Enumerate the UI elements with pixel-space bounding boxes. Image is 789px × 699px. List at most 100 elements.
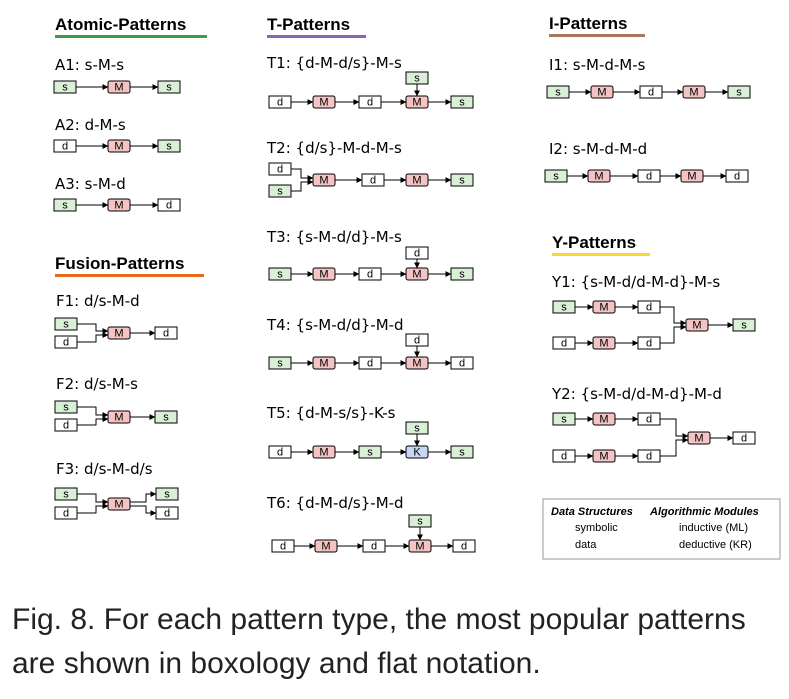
deductive-module-box-letter: K (413, 447, 421, 459)
data-box-letter: d (277, 97, 283, 109)
flow-arrow (291, 168, 314, 181)
inductive-module-box-letter: M (694, 433, 703, 445)
data-box-letter: d (63, 420, 69, 432)
data-box-letter: d (166, 200, 172, 212)
symbolic-box-letter: s (459, 175, 465, 187)
legend-data-label: data (575, 539, 597, 551)
inductive-module-box-letter: M (114, 412, 123, 424)
pattern-label-t2: T2: {d/s}-M-d-M-s (266, 139, 402, 157)
data-box-letter: d (734, 171, 740, 183)
flow-arrow (660, 324, 687, 344)
inductive-module-box-letter: M (412, 358, 421, 370)
symbolic-box-letter: s (459, 97, 465, 109)
inductive-module-box-letter: M (599, 414, 608, 426)
data-box-letter: d (367, 269, 373, 281)
flow-arrow (77, 503, 109, 514)
inductive-module-box-letter: M (114, 200, 123, 212)
data-box-letter: d (370, 175, 376, 187)
symbolic-box-letter: s (277, 269, 283, 281)
pattern-label-f1: F1: d/s-M-d (56, 292, 140, 310)
pattern-label-f3: F3: d/s-M-d/s (56, 460, 153, 478)
symbolic-box-letter: s (277, 358, 283, 370)
inductive-module-box-letter: M (599, 338, 608, 350)
symbolic-box-letter: s (741, 320, 747, 332)
symbolic-box-letter: s (561, 414, 567, 426)
inductive-module-box-letter: M (599, 451, 608, 463)
data-box-letter: d (741, 433, 747, 445)
data-box-letter: d (648, 87, 654, 99)
pattern-label-y1: Y1: {s-M-d/d-M-d}-M-s (551, 273, 720, 291)
symbolic-box-letter: s (63, 402, 69, 414)
data-box-letter: d (164, 508, 170, 520)
legend-data-structures-heading: Data Structures (551, 506, 633, 518)
y-patterns-heading: Y-Patterns (552, 233, 636, 252)
symbolic-box-letter: s (553, 171, 559, 183)
pattern-label-a2: A2: d-M-s (55, 116, 126, 134)
flow-arrow (130, 505, 157, 516)
pattern-label-y2: Y2: {s-M-d/d-M-d}-M-d (551, 385, 722, 403)
pattern-label-i2: I2: s-M-d-M-d (549, 140, 647, 158)
inductive-module-box-letter: M (114, 499, 123, 511)
inductive-module-box-letter: M (597, 87, 606, 99)
atomic-patterns-heading: Atomic-Patterns (55, 15, 186, 34)
flow-arrow (660, 306, 687, 326)
inductive-module-box-letter: M (415, 541, 424, 553)
inductive-module-box-letter: M (594, 171, 603, 183)
data-box-letter: d (277, 164, 283, 176)
data-box-letter: d (561, 338, 567, 350)
symbolic-box-letter: s (414, 423, 420, 435)
t-underline (267, 35, 366, 38)
legend-algorithmic-modules-heading: Algorithmic Modules (649, 506, 759, 518)
flow-arrow (77, 332, 109, 343)
symbolic-box-letter: s (459, 447, 465, 459)
flow-arrow (660, 437, 689, 457)
flow-arrow (77, 493, 109, 505)
legend-inductive-label: inductive (ML) (679, 522, 748, 534)
pattern-label-t4: T4: {s-M-d/d}-M-d (266, 316, 404, 334)
symbolic-box-letter: s (414, 73, 420, 85)
fusion-patterns-heading: Fusion-Patterns (55, 254, 184, 273)
inductive-module-box-letter: M (412, 175, 421, 187)
flow-arrow (660, 418, 689, 439)
symbolic-box-letter: s (367, 447, 373, 459)
data-box-letter: d (414, 248, 420, 260)
inductive-module-box-letter: M (319, 97, 328, 109)
symbolic-box-letter: s (417, 516, 423, 528)
data-box-letter: d (63, 508, 69, 520)
pattern-label-i1: I1: s-M-d-M-s (549, 56, 646, 74)
data-box-letter: d (561, 451, 567, 463)
data-box-letter: d (280, 541, 286, 553)
inductive-module-box-letter: M (599, 302, 608, 314)
inductive-module-box-letter: M (319, 358, 328, 370)
symbolic-box-letter: s (62, 82, 68, 94)
data-box-letter: d (62, 141, 68, 153)
pattern-label-t6: T6: {d-M-d/s}-M-d (266, 494, 404, 512)
data-box-letter: d (367, 97, 373, 109)
inductive-module-box-letter: M (687, 171, 696, 183)
data-box-letter: d (646, 338, 652, 350)
pattern-label-t5: T5: {d-M-s/s}-K-s (266, 404, 396, 422)
boxology-diagram: Atomic-Patterns T-Patterns I-Patterns Fu… (53, 14, 781, 560)
figure-caption: Fig. 8. For each pattern type, the most … (12, 603, 746, 680)
data-box-letter: d (646, 302, 652, 314)
legend-frame (542, 498, 781, 560)
inductive-module-box-letter: M (412, 97, 421, 109)
symbolic-box-letter: s (63, 319, 69, 331)
data-box-letter: d (646, 451, 652, 463)
fusion-underline (55, 274, 204, 277)
flow-arrow (130, 491, 157, 503)
symbolic-box-letter: s (459, 269, 465, 281)
pattern-label-a3: A3: s-M-d (55, 175, 126, 193)
data-box-letter: d (459, 358, 465, 370)
legend-symbolic-label: symbolic (575, 522, 618, 534)
flow-arrow (77, 416, 109, 426)
pattern-label-t3: T3: {s-M-d/d}-M-s (266, 228, 402, 246)
symbolic-box-letter: s (163, 412, 169, 424)
data-box-letter: d (163, 328, 169, 340)
symbolic-box-letter: s (166, 82, 172, 94)
data-box-letter: d (371, 541, 377, 553)
symbolic-box-letter: s (555, 87, 561, 99)
symbolic-box-letter: s (62, 200, 68, 212)
symbolic-box-letter: s (561, 302, 567, 314)
i-patterns-heading: I-Patterns (549, 14, 627, 33)
